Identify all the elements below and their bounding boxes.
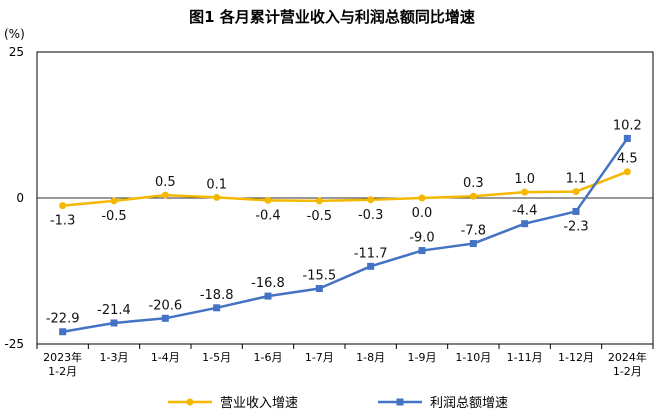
data-label: 1.0: [514, 172, 535, 187]
x-tick-label: 2023年 1-2月: [43, 350, 82, 378]
series-1: -1.3 -0.5 0.5 0.1 -0.4 -0.5 -0.3 0.0 0.3 1.0 1.1 4.…: [50, 152, 638, 229]
data-label: -20.6: [149, 298, 183, 313]
data-label: 4.5: [617, 152, 638, 167]
x-axis-ticks: 2023年 1-2月 1-3月 1-4月 1-5月 1-6月 1-7月 1-8月 1-9月 1-1…: [36, 344, 654, 378]
legend-marker: [186, 398, 194, 406]
x-tick-label: 2024年 1-2月: [608, 350, 647, 378]
data-label: -0.5: [101, 209, 126, 224]
series-line: [62, 137, 629, 333]
data-point: [264, 292, 272, 300]
data-point: [315, 197, 323, 205]
legend-item: 利润总额增速: [378, 396, 508, 411]
data-label: -7.8: [461, 224, 486, 239]
legend-item: 营业收入增速: [168, 396, 298, 411]
series-2: -22.9 -21.4 -20.6 -18.8 -16.8 -15.5 -11.7 -9.0 -…: [46, 118, 642, 336]
data-label: -2.3: [563, 219, 588, 234]
data-label: -21.4: [97, 303, 131, 318]
series-line: [62, 170, 628, 207]
data-point: [367, 196, 375, 204]
data-point: [469, 192, 477, 200]
chart-title: 图1 各月累计营业收入与利润总额同比增速: [189, 8, 475, 26]
data-label: -22.9: [46, 312, 80, 327]
data-label: 0.3: [463, 176, 484, 191]
data-point: [110, 319, 118, 327]
data-point: [367, 262, 375, 270]
y-axis-ticks: 25 0 -25: [4, 45, 41, 351]
y-tick-label: -25: [4, 337, 24, 351]
data-point: [161, 314, 169, 322]
x-tick-label: 1-12月: [558, 351, 594, 364]
data-label: -18.8: [200, 288, 234, 303]
y-tick-label: 0: [16, 191, 24, 205]
legend-label: 利润总额增速: [430, 396, 508, 411]
data-point: [418, 194, 426, 202]
data-label: -9.0: [409, 231, 434, 246]
legend-marker: [396, 398, 404, 406]
data-point: [469, 240, 477, 248]
data-point: [59, 202, 67, 210]
data-point: [315, 285, 323, 293]
data-label: 1.1: [566, 172, 587, 187]
legend-label: 营业收入增速: [220, 396, 298, 411]
x-tick-label: 1-9月: [408, 351, 437, 364]
data-point: [213, 304, 221, 312]
x-tick-label: 1-4月: [151, 351, 180, 364]
x-tick-label: 1-7月: [305, 351, 334, 364]
x-tick-label: 1-10月: [455, 351, 491, 364]
data-point: [59, 328, 67, 336]
y-axis-unit: (%): [4, 27, 25, 41]
data-label: 0.5: [155, 175, 176, 190]
data-label: -1.3: [50, 214, 75, 229]
data-point: [572, 188, 580, 196]
data-point: [521, 220, 529, 228]
data-label: 10.2: [613, 118, 642, 133]
data-point: [110, 197, 118, 205]
x-tick-label: 1-11月: [507, 351, 543, 364]
data-point: [264, 196, 272, 204]
data-label: -0.3: [358, 208, 383, 223]
data-point: [213, 193, 221, 201]
data-point: [521, 188, 529, 196]
data-label: 0.0: [412, 206, 433, 221]
data-point: [623, 134, 631, 142]
data-label: -0.5: [307, 209, 332, 224]
data-point: [418, 247, 426, 255]
data-label: -11.7: [354, 246, 388, 261]
x-tick-label: 1-8月: [356, 351, 385, 364]
data-point: [161, 191, 169, 199]
data-label: -0.4: [255, 208, 280, 223]
data-label: -4.4: [512, 204, 537, 219]
y-tick-label: 25: [9, 45, 24, 59]
x-tick-label: 1-5月: [202, 351, 231, 364]
data-label: -15.5: [303, 269, 337, 284]
data-label: 0.1: [206, 177, 227, 192]
data-label: -16.8: [251, 276, 285, 291]
data-point: [623, 168, 631, 176]
data-point: [572, 207, 580, 215]
legend: 营业收入增速 利润总额增速: [168, 396, 508, 411]
x-tick-label: 1-3月: [100, 351, 129, 364]
x-tick-label: 1-6月: [254, 351, 283, 364]
series-layer: -1.3 -0.5 0.5 0.1 -0.4 -0.5 -0.3 0.0 0.3 1.0 1.1 4.…: [46, 118, 642, 336]
